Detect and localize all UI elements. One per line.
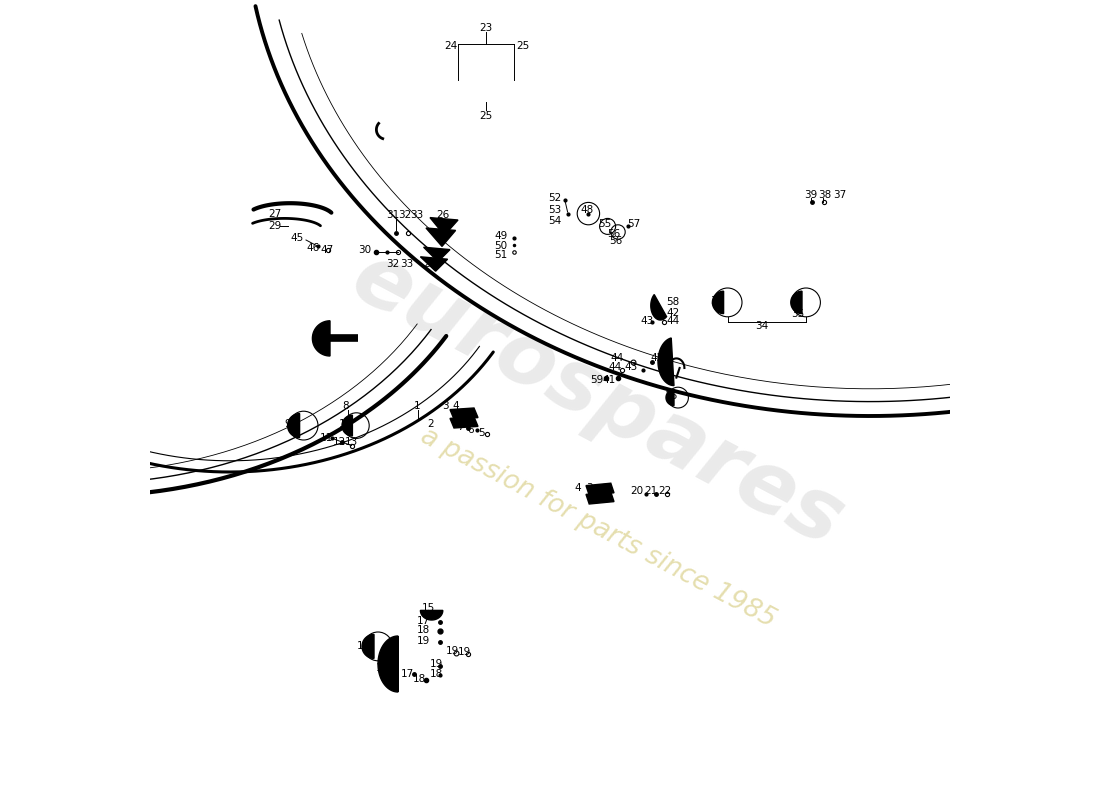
Text: 16: 16: [356, 641, 370, 650]
Polygon shape: [791, 291, 802, 314]
Text: 23: 23: [480, 23, 493, 33]
Text: 53: 53: [549, 205, 562, 214]
Text: 21: 21: [645, 486, 658, 496]
Text: 20: 20: [630, 486, 644, 496]
Text: 56: 56: [609, 236, 623, 246]
Text: 25: 25: [480, 111, 493, 121]
Text: eurospares: eurospares: [338, 235, 858, 565]
Text: 1: 1: [414, 402, 420, 411]
Polygon shape: [658, 338, 674, 386]
Text: 17: 17: [400, 669, 414, 678]
Text: 7: 7: [458, 422, 464, 432]
Polygon shape: [651, 294, 667, 320]
Text: 15: 15: [422, 603, 436, 613]
Polygon shape: [378, 636, 398, 692]
Text: 35: 35: [792, 309, 805, 318]
Text: 24: 24: [444, 42, 458, 51]
Text: 43: 43: [640, 316, 653, 326]
Text: 51: 51: [494, 250, 507, 260]
Text: 19: 19: [430, 659, 443, 669]
Text: 33: 33: [400, 259, 414, 269]
Text: 18: 18: [412, 674, 426, 684]
Text: 46: 46: [306, 243, 319, 253]
Text: 11: 11: [320, 433, 333, 442]
Text: 5: 5: [478, 428, 485, 438]
Text: 50: 50: [494, 241, 507, 250]
Polygon shape: [426, 228, 455, 246]
Polygon shape: [287, 414, 299, 438]
Text: 16: 16: [666, 391, 679, 401]
Text: 28: 28: [424, 259, 437, 269]
Text: 18: 18: [417, 626, 430, 635]
Text: 40: 40: [660, 361, 673, 370]
Text: 9: 9: [285, 419, 292, 429]
Polygon shape: [586, 492, 614, 504]
Text: 44: 44: [610, 354, 624, 363]
Text: 22: 22: [658, 486, 671, 496]
Text: 13: 13: [345, 438, 359, 447]
Text: 44: 44: [666, 316, 680, 326]
Text: 10: 10: [339, 419, 352, 429]
Text: a passion for parts since 1985: a passion for parts since 1985: [416, 423, 780, 633]
Text: 49: 49: [494, 231, 507, 241]
Text: 52: 52: [549, 194, 562, 203]
Polygon shape: [342, 415, 352, 436]
Text: 47: 47: [320, 245, 333, 254]
Text: 25: 25: [516, 42, 530, 51]
Text: 54: 54: [549, 216, 562, 226]
Polygon shape: [666, 390, 674, 406]
Text: 4: 4: [452, 401, 459, 410]
Text: 31: 31: [386, 210, 399, 220]
Text: 44: 44: [608, 362, 622, 372]
Text: 42: 42: [650, 354, 663, 363]
Text: 37: 37: [833, 190, 847, 200]
Text: 30: 30: [358, 245, 371, 254]
Polygon shape: [450, 417, 478, 428]
Text: 4: 4: [574, 483, 581, 493]
Text: 32: 32: [386, 259, 399, 269]
Text: 19: 19: [458, 647, 471, 657]
Polygon shape: [420, 257, 448, 271]
Polygon shape: [312, 321, 330, 356]
Text: 12: 12: [332, 438, 345, 447]
Text: 55: 55: [598, 219, 612, 229]
Text: 8: 8: [342, 402, 349, 411]
Polygon shape: [362, 634, 374, 658]
Text: 33: 33: [410, 210, 424, 220]
Text: 38: 38: [818, 190, 832, 200]
Text: 36: 36: [710, 296, 724, 306]
Text: 26: 26: [437, 210, 450, 220]
Text: 42: 42: [666, 308, 680, 318]
Polygon shape: [713, 291, 724, 314]
Text: 14: 14: [375, 663, 389, 673]
Text: 58: 58: [666, 298, 680, 307]
Text: 19: 19: [417, 636, 430, 646]
Polygon shape: [424, 247, 450, 262]
Text: 39: 39: [804, 190, 817, 200]
Text: 56: 56: [607, 229, 620, 238]
Text: 32: 32: [398, 210, 411, 220]
Text: 27: 27: [268, 209, 282, 218]
Text: 48: 48: [581, 205, 594, 214]
Text: 59: 59: [590, 375, 603, 385]
Text: 34: 34: [756, 321, 769, 330]
Text: 3: 3: [442, 401, 449, 410]
Text: 2: 2: [428, 419, 435, 429]
Text: 3: 3: [586, 483, 593, 493]
Text: 45: 45: [290, 233, 304, 242]
Polygon shape: [420, 610, 443, 620]
Text: 19: 19: [446, 646, 460, 656]
Text: 57: 57: [628, 219, 641, 229]
Polygon shape: [586, 483, 614, 495]
Polygon shape: [430, 218, 458, 235]
Text: 6: 6: [466, 426, 473, 435]
Text: 41: 41: [603, 375, 616, 385]
Polygon shape: [450, 408, 478, 419]
Text: 17: 17: [417, 616, 430, 626]
Text: 43: 43: [625, 362, 638, 372]
Text: 29: 29: [268, 221, 282, 230]
Text: 18: 18: [430, 669, 443, 678]
